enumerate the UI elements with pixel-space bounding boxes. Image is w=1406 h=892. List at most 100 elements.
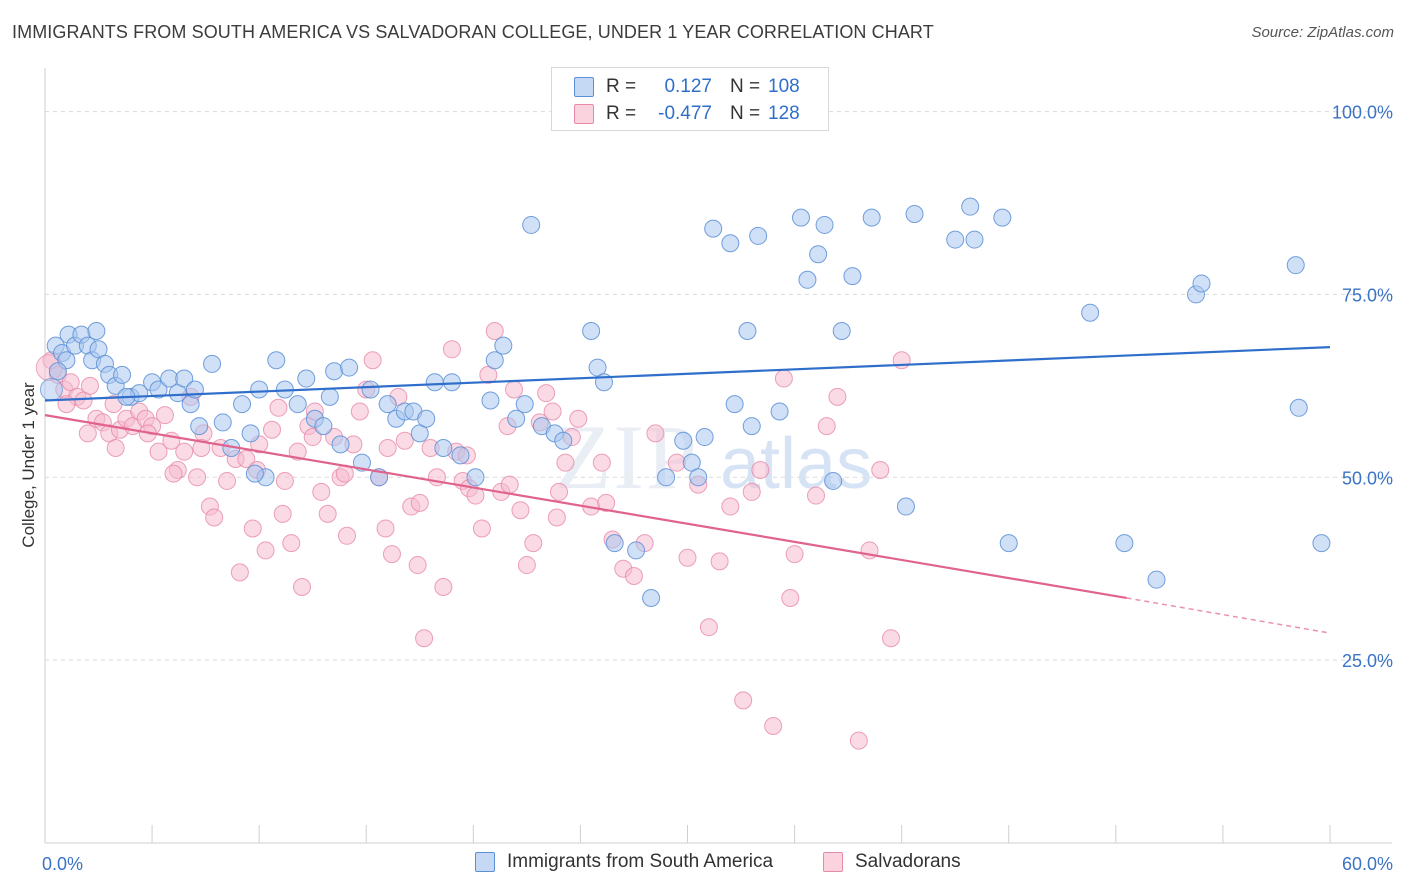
y-tick-label: 100.0%: [1332, 103, 1393, 123]
series-legend: Immigrants from South America Salvadoran…: [0, 851, 1406, 877]
data-point-salvadorans: [350, 402, 369, 421]
data-point-south-america: [689, 468, 708, 487]
data-point-salvadorans: [751, 460, 770, 479]
data-point-south-america: [485, 351, 504, 370]
data-point-south-america: [1289, 398, 1308, 417]
data-point-south-america: [946, 230, 965, 249]
legend-swatch-pink: [574, 104, 594, 124]
data-point-south-america: [896, 497, 915, 516]
data-point-salvadorans: [80, 376, 99, 395]
data-point-salvadorans: [511, 501, 530, 520]
r-value: 0.127: [664, 76, 712, 97]
legend-label: Salvadorans: [855, 851, 961, 872]
data-point-south-america: [434, 439, 453, 458]
data-point-south-america: [721, 234, 740, 253]
data-point-salvadorans: [556, 453, 575, 472]
data-point-south-america: [481, 391, 500, 410]
trend-lines: [44, 345, 1331, 634]
data-point-south-america: [213, 413, 232, 432]
data-point-salvadorans: [188, 468, 207, 487]
n-value: 108: [768, 76, 800, 97]
data-point-south-america: [160, 369, 179, 388]
data-point-south-america: [331, 435, 350, 454]
data-point-south-america: [297, 369, 316, 388]
data-point-salvadorans: [764, 716, 783, 735]
data-point-south-america: [993, 208, 1012, 227]
y-tick-label: 75.0%: [1342, 285, 1393, 305]
legend-item-south-america[interactable]: Immigrants from South America: [475, 851, 773, 873]
data-point-salvadorans: [106, 439, 125, 458]
data-point-salvadorans: [164, 464, 183, 483]
axes: [44, 68, 1392, 844]
data-point-south-america: [175, 369, 194, 388]
data-point-south-america: [378, 395, 397, 414]
trend-line-salvadorans-extension: [1126, 597, 1331, 634]
stats-row-salvadorans: R = -0.477 N = 128: [574, 101, 800, 127]
data-point-south-america: [250, 380, 269, 399]
data-point-salvadorans: [543, 402, 562, 421]
source-label: Source: ZipAtlas.com: [1251, 24, 1394, 41]
data-point-salvadorans: [269, 398, 288, 417]
data-point-south-america: [965, 230, 984, 249]
data-point-salvadorans: [275, 471, 294, 490]
gridlines: [45, 111, 1392, 661]
data-point-south-america: [113, 365, 132, 384]
data-point-salvadorans: [871, 460, 890, 479]
legend-item-salvadorans[interactable]: Salvadorans: [823, 851, 961, 873]
data-point-south-america: [1312, 534, 1331, 553]
data-point-south-america: [792, 208, 811, 227]
data-point-salvadorans: [774, 369, 793, 388]
data-point-south-america: [809, 245, 828, 264]
data-point-south-america: [824, 471, 843, 490]
x-tick-label: 0.0%: [42, 854, 83, 874]
data-point-salvadorans: [243, 519, 262, 538]
data-point-salvadorans: [415, 629, 434, 648]
data-point-south-america: [267, 351, 286, 370]
data-point-salvadorans: [434, 578, 453, 596]
data-point-salvadorans: [699, 618, 718, 637]
data-point-salvadorans: [550, 482, 568, 501]
data-point-south-america: [1286, 256, 1305, 275]
data-point-south-america: [1115, 534, 1134, 553]
data-point-south-america: [695, 428, 714, 447]
data-point-salvadorans: [785, 545, 804, 564]
stats-row-south-america: R = 0.127 N = 108: [574, 74, 800, 100]
data-point-salvadorans: [205, 508, 224, 527]
data-point-salvadorans: [817, 417, 836, 436]
data-point-south-america: [320, 387, 339, 406]
data-point-south-america: [742, 417, 761, 436]
data-point-salvadorans: [312, 482, 331, 501]
data-point-south-america: [451, 446, 470, 465]
data-point-south-america: [233, 395, 252, 414]
data-point-salvadorans: [734, 691, 753, 710]
y-tick-label: 25.0%: [1342, 651, 1393, 671]
data-point-south-america: [149, 380, 168, 399]
legend-swatch-pink: [823, 852, 843, 872]
data-point-salvadorans: [537, 384, 556, 403]
data-point-south-america: [905, 204, 924, 223]
data-point-salvadorans: [881, 629, 900, 648]
data-point-south-america: [522, 215, 541, 234]
data-point-south-america: [605, 534, 624, 553]
data-point-south-america: [515, 395, 534, 414]
data-point-salvadorans: [218, 471, 237, 490]
y-axis-label: College, Under 1 year: [19, 382, 38, 548]
chart-title: IMMIGRANTS FROM SOUTH AMERICA VS SALVADO…: [12, 22, 934, 42]
data-point-south-america: [361, 380, 380, 399]
y-tick-label: 50.0%: [1342, 468, 1393, 488]
data-point-south-america: [1147, 570, 1166, 589]
data-point-salvadorans: [828, 387, 847, 406]
data-point-south-america: [1192, 274, 1211, 293]
trend-line-salvadorans: [44, 414, 1127, 600]
data-point-south-america: [674, 431, 693, 450]
legend-swatch-blue: [475, 852, 495, 872]
stats-legend: R = 0.127 N = 108 R = -0.477 N = 128: [551, 67, 829, 131]
data-point-south-america: [749, 226, 768, 245]
data-point-south-america: [325, 362, 344, 381]
data-point-salvadorans: [569, 409, 588, 428]
data-point-south-america: [1081, 303, 1100, 322]
data-point-salvadorans: [472, 519, 491, 538]
data-point-south-america: [657, 468, 676, 487]
n-label: N =: [730, 76, 761, 97]
data-point-salvadorans: [442, 340, 461, 359]
